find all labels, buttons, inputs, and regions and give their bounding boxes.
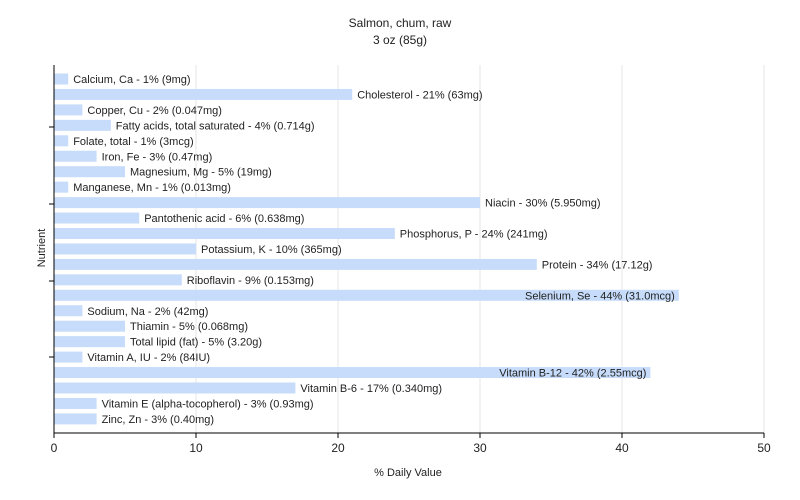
bar — [54, 274, 182, 286]
bar — [54, 367, 651, 379]
bar — [54, 320, 125, 332]
bar — [54, 397, 97, 409]
x-ticks: 0 10 20 30 40 50 — [51, 433, 771, 455]
x-tick-label: 0 — [51, 441, 58, 455]
bar-label: Selenium, Se - 44% (31.0mcg) — [525, 290, 675, 302]
chart-subtitle: 3 oz (85g) — [373, 33, 427, 47]
bar — [54, 166, 125, 178]
bar-label: Vitamin E (alpha-tocopherol) - 3% (0.93m… — [102, 398, 314, 410]
bar-label: Iron, Fe - 3% (0.47mg) — [102, 151, 213, 163]
x-tick-label: 20 — [331, 441, 345, 455]
x-tick-label: 30 — [473, 441, 487, 455]
bar-label: Copper, Cu - 2% (0.047mg) — [87, 105, 222, 117]
bar-label: Vitamin B-6 - 17% (0.340mg) — [300, 383, 442, 395]
bar — [54, 243, 196, 255]
bar-label: Magnesium, Mg - 5% (19mg) — [130, 167, 272, 179]
bar — [54, 336, 125, 348]
x-axis-label: % Daily Value — [374, 467, 442, 479]
bar-label: Folate, total - 1% (3mcg) — [73, 136, 193, 148]
x-tick-label: 10 — [189, 441, 203, 455]
bar — [54, 382, 296, 394]
bar — [54, 289, 679, 301]
y-axis-label: Nutrient — [36, 229, 48, 268]
bar-label: Niacin - 30% (5.950mg) — [485, 198, 601, 210]
bar — [54, 228, 395, 239]
bar-label: Pantothenic acid - 6% (0.638mg) — [144, 213, 304, 225]
bar-label: Manganese, Mn - 1% (0.013mg) — [73, 182, 231, 194]
bar — [54, 135, 69, 147]
chart-title: Salmon, chum, raw — [349, 16, 452, 30]
bar-label: Sodium, Na - 2% (42mg) — [87, 306, 208, 318]
bar — [54, 150, 97, 162]
bar-label: Potassium, K - 10% (365mg) — [201, 244, 342, 256]
bar-label: Protein - 34% (17.12g) — [542, 259, 653, 271]
bar — [54, 351, 83, 363]
bar-label: Phosphorus, P - 24% (241mg) — [400, 229, 548, 241]
x-tick-label: 40 — [615, 441, 629, 455]
bar-label: Fatty acids, total saturated - 4% (0.714… — [116, 120, 315, 132]
bar — [54, 104, 83, 116]
bar-label: Cholesterol - 21% (63mg) — [357, 89, 482, 101]
bar — [54, 305, 83, 317]
bar-label: Zinc, Zn - 3% (0.40mg) — [102, 414, 214, 426]
axes — [49, 65, 764, 434]
bar — [54, 258, 537, 270]
bar — [54, 181, 69, 193]
bar — [54, 413, 97, 425]
bar-label: Vitamin A, IU - 2% (84IU) — [87, 352, 210, 364]
bar — [54, 88, 353, 100]
bar — [54, 73, 69, 85]
bar-label: Total lipid (fat) - 5% (3.20g) — [130, 337, 262, 349]
bar-label: Thiamin - 5% (0.068mg) — [130, 321, 248, 333]
x-tick-label: 50 — [757, 441, 771, 455]
bar — [54, 119, 111, 131]
bar-label: Calcium, Ca - 1% (9mg) — [73, 74, 190, 86]
bar-label: Vitamin B-12 - 42% (2.55mcg) — [499, 368, 646, 380]
bar — [54, 212, 140, 224]
bar — [54, 197, 480, 209]
bars: Calcium, Ca - 1% (9mg) Cholesterol - 21% … — [54, 73, 679, 426]
bar-label: Riboflavin - 9% (0.153mg) — [187, 275, 314, 287]
